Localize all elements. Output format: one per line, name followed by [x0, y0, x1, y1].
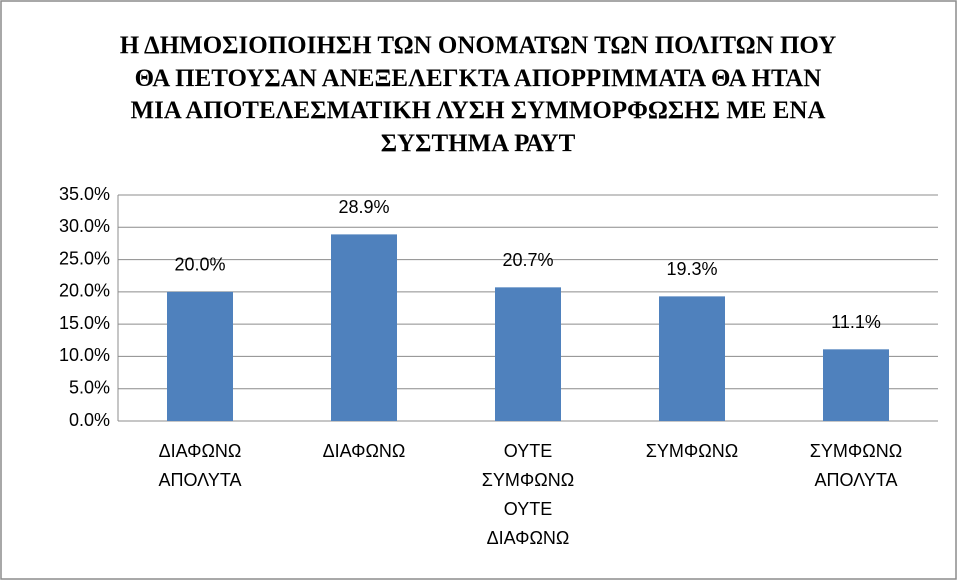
y-tick-label: 35.0% [59, 184, 110, 204]
x-tick-label: ΣΥΜΦΩΝΩ [645, 441, 739, 461]
x-tick-label: ΟΥΤΕ ΣΥΜΦΩΝΩ ΟΥΤΕ ΔΙΑΦΩΝΩ [481, 441, 575, 548]
bar [659, 296, 725, 421]
data-label: 20.7% [502, 250, 553, 270]
x-tick-label: ΣΥΜΦΩΝΩ ΑΠΟΛΥΤΑ [809, 441, 903, 490]
y-tick-label: 15.0% [59, 313, 110, 333]
data-label: 11.1% [831, 312, 881, 332]
y-tick-label: 25.0% [59, 248, 110, 268]
y-tick-label: 20.0% [59, 281, 110, 301]
data-label: 28.9% [338, 197, 389, 217]
y-tick-label: 0.0% [69, 410, 110, 430]
chart-title: Η ΔΗΜΟΣΙΟΠΟΙΗΣΗ ΤΩΝ ΟΝΟΜΑΤΩΝ ΤΩΝ ΠΟΛΙΤΩΝ… [119, 32, 837, 157]
x-tick-label: ΔΙΑΦΩΝΩ ΑΠΟΛΥΤΑ [158, 441, 242, 490]
y-tick-label: 30.0% [59, 216, 110, 236]
bar [331, 234, 397, 421]
bar [823, 349, 889, 421]
bar [495, 287, 561, 421]
y-tick-label: 5.0% [69, 377, 110, 397]
y-tick-label: 10.0% [59, 345, 110, 365]
x-tick-label: ΔΙΑΦΩΝΩ [322, 441, 406, 461]
data-label: 20.0% [174, 255, 225, 275]
data-label: 19.3% [666, 259, 717, 279]
bar [167, 291, 233, 421]
